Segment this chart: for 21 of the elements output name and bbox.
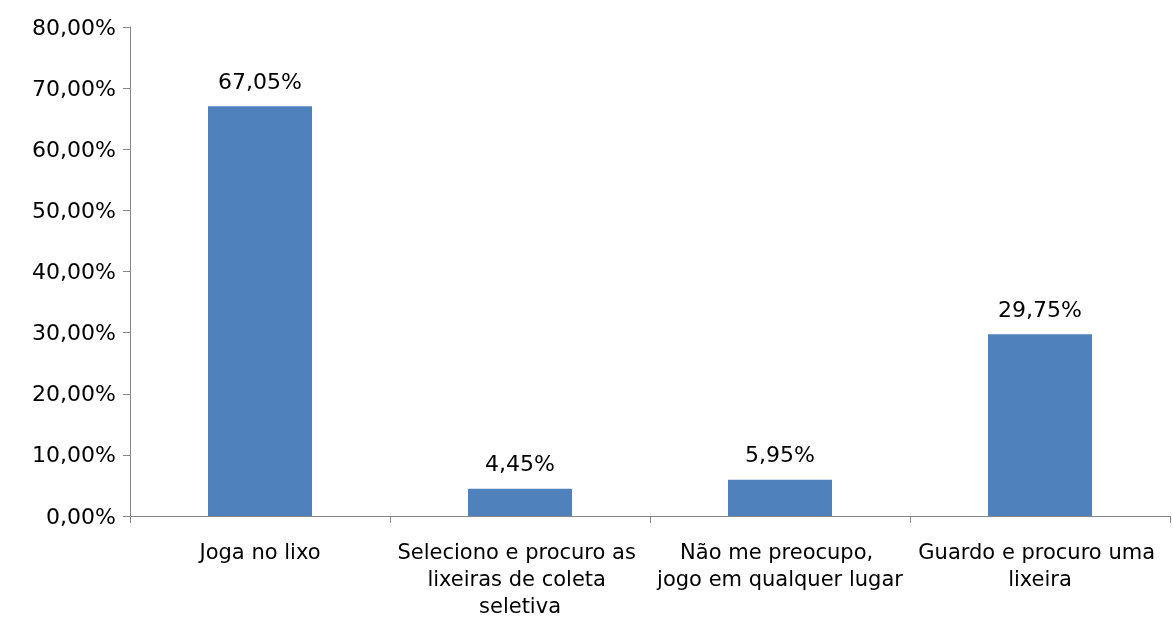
bar bbox=[208, 106, 312, 516]
x-tick-label: Não me preocupo, jogo em qualquer lugar bbox=[656, 539, 904, 591]
x-tick-label: Guardo e procuro uma lixeira bbox=[918, 539, 1162, 591]
bar bbox=[468, 488, 572, 516]
bar bbox=[728, 479, 832, 516]
y-tick-label: 40,00% bbox=[32, 259, 116, 284]
data-label: 5,95% bbox=[745, 442, 815, 468]
data-label: 29,75% bbox=[998, 296, 1082, 322]
x-tick-label: Seleciono e procuro as lixeiras de coleta seletiva bbox=[397, 539, 643, 618]
y-tick-label: 30,00% bbox=[32, 320, 116, 346]
y-tick-label: 80,00% bbox=[32, 14, 116, 40]
y-tick-label: 70,00% bbox=[32, 75, 116, 101]
bar bbox=[988, 334, 1092, 516]
y-tick-label: 20,00% bbox=[32, 381, 116, 407]
y-tick-label: 60,00% bbox=[32, 136, 116, 162]
y-tick-label: 10,00% bbox=[32, 442, 116, 468]
y-tick-label: 0,00% bbox=[46, 503, 116, 529]
y-tick-label: 50,00% bbox=[32, 197, 116, 223]
data-label: 4,45% bbox=[485, 451, 555, 477]
data-label: 67,05% bbox=[218, 68, 302, 94]
x-tick-label: Joga no lixo bbox=[197, 539, 321, 564]
